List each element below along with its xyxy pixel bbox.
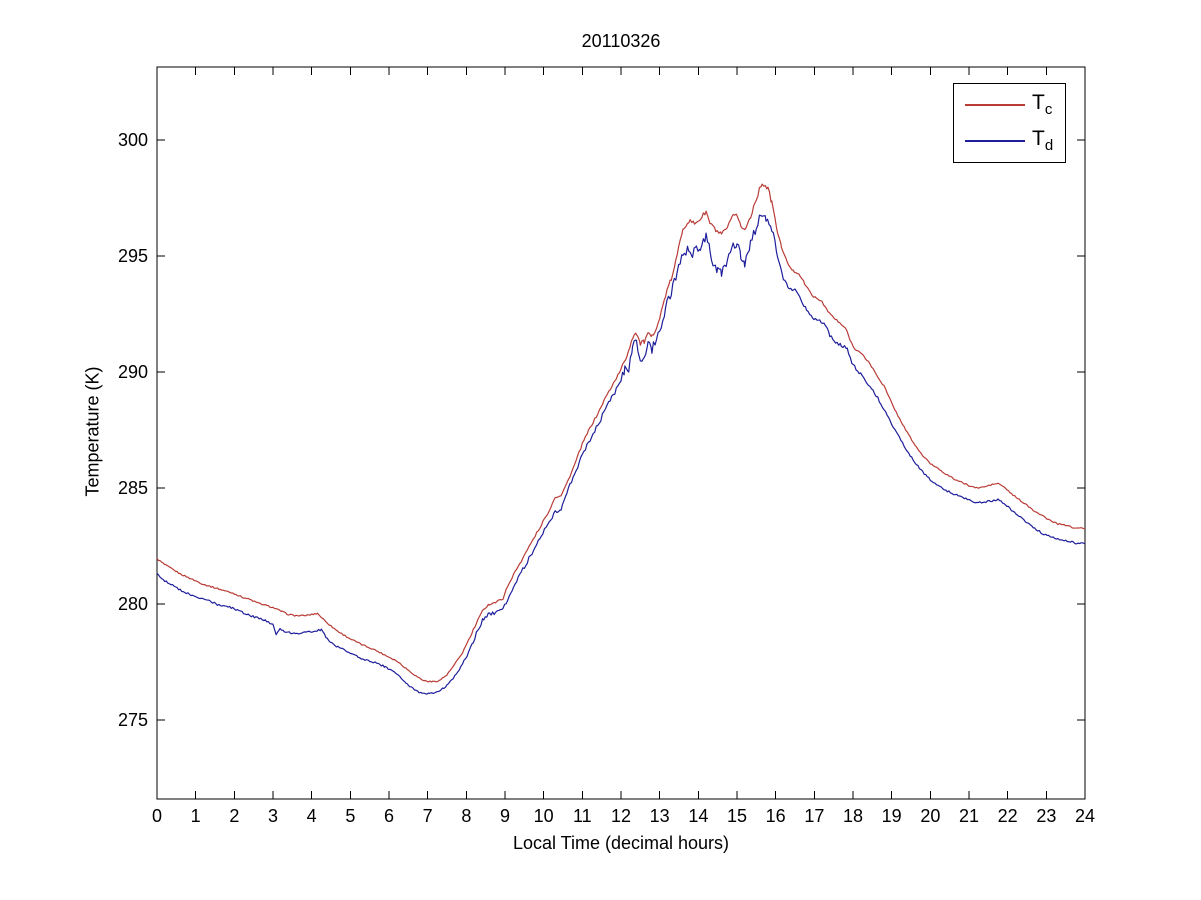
x-tick-label: 14 [688, 806, 708, 826]
y-tick-label: 290 [118, 362, 148, 382]
legend-entry-tc: Tc [965, 92, 1052, 118]
y-tick-label: 300 [118, 130, 148, 150]
tc-label-sub: c [1044, 101, 1053, 119]
x-tick-label: 4 [307, 806, 317, 826]
x-tick-label: 6 [384, 806, 394, 826]
x-tick-label: 9 [500, 806, 510, 826]
x-tick-label: 11 [573, 806, 592, 826]
legend: Tc Td [953, 83, 1066, 163]
x-tick-label: 19 [882, 806, 902, 826]
tc-line-sample [965, 104, 1025, 106]
x-tick-label: 16 [766, 806, 786, 826]
x-tick-label: 22 [998, 806, 1018, 826]
plot-box [156, 66, 1086, 800]
tc-label: Tc [1032, 92, 1052, 117]
x-tick-label: 1 [191, 806, 201, 826]
x-tick-label: 0 [152, 806, 162, 826]
x-tick-label: 10 [534, 806, 554, 826]
x-tick-label: 5 [345, 806, 355, 826]
y-tick-label: 295 [118, 246, 148, 266]
x-tick-label: 3 [268, 806, 278, 826]
x-axis-label: Local Time (decimal hours) [512, 833, 730, 853]
legend-entry-td: Td [965, 128, 1053, 154]
x-tick-label: 2 [229, 806, 239, 826]
chart-title: 20110326 [581, 31, 661, 51]
series-T_d-line [156, 214, 1086, 695]
y-tick-label: 280 [118, 594, 148, 614]
td-label-base: T [1032, 127, 1045, 151]
series-T_c-line [156, 183, 1086, 683]
td-label: Td [1032, 128, 1053, 153]
x-tick-label: 24 [1075, 806, 1095, 826]
x-tick-label: 13 [650, 806, 670, 826]
td-label-sub: d [1044, 137, 1054, 155]
y-tick-label: 275 [118, 710, 148, 730]
x-tick-label: 17 [804, 806, 824, 826]
x-tick-label: 8 [461, 806, 471, 826]
x-tick-label: 20 [920, 806, 940, 826]
y-tick-label: 285 [118, 478, 148, 498]
td-line-sample [965, 140, 1025, 142]
x-tick-label: 21 [959, 806, 979, 826]
x-tick-label: 7 [423, 806, 433, 826]
x-tick-label: 15 [727, 806, 747, 826]
x-tick-label: 18 [843, 806, 863, 826]
tc-label-base: T [1032, 91, 1045, 115]
x-tick-label: 12 [611, 806, 631, 826]
y-axis-label: Temperature (K) [82, 366, 103, 497]
x-tick-label: 23 [1036, 806, 1056, 826]
